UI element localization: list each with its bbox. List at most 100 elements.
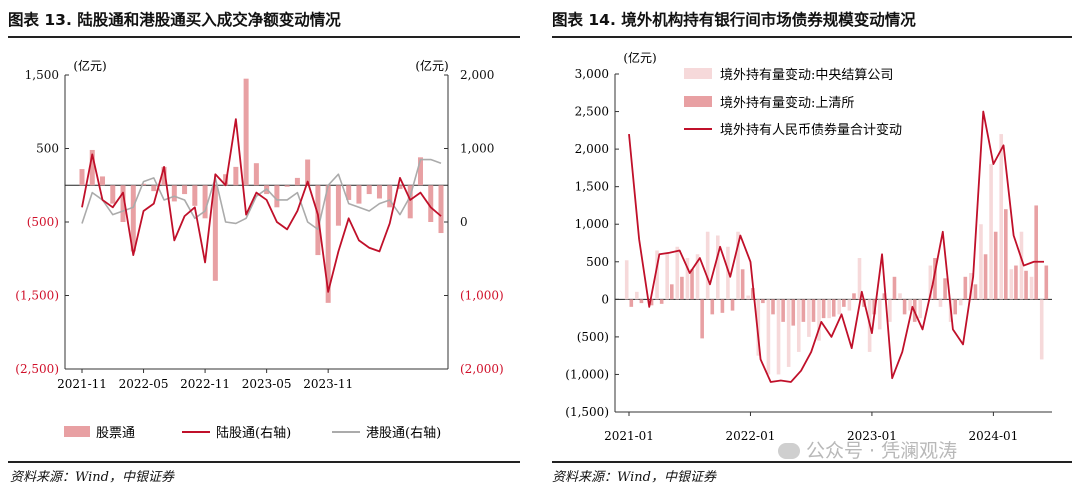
bar-shclearing	[700, 299, 704, 339]
bar-shclearing	[1044, 265, 1049, 300]
x-tick-label: 2022-11	[180, 377, 230, 391]
bar-stock-connect	[253, 163, 259, 186]
legend-label: 港股通(右轴)	[366, 426, 441, 441]
bar-ccdc	[786, 299, 791, 367]
bar-ccdc	[958, 299, 963, 306]
bar-shclearing	[842, 299, 846, 307]
bar-stock-connect	[397, 185, 403, 189]
bar-shclearing	[811, 299, 816, 322]
bar-ccdc	[695, 254, 700, 300]
bar-shclearing	[882, 293, 887, 300]
bar-ccdc	[979, 224, 983, 300]
bar-ccdc	[1039, 299, 1044, 360]
bar-stock-connect	[335, 185, 341, 226]
bar-shclearing	[943, 278, 947, 300]
y-tick-label: 3,000	[575, 67, 609, 81]
bar-ccdc	[817, 299, 821, 341]
x-tick-label: 2022-01	[726, 429, 776, 443]
bar-shclearing	[1004, 209, 1008, 300]
bar-ccdc	[888, 299, 892, 322]
bar-ccdc	[918, 299, 923, 319]
bar-stock-connect	[110, 185, 116, 204]
bar-stock-connect	[120, 185, 126, 222]
bar-shclearing	[892, 276, 897, 300]
bar-stock-connect	[325, 185, 331, 303]
bar-ccdc	[898, 293, 902, 300]
y-tick-label: (1,000)	[565, 367, 609, 381]
right-tick-label: 2,000	[460, 68, 494, 82]
legend-swatch-bar	[684, 96, 712, 107]
legend-label: 境外持有量变动:上清所	[720, 95, 854, 111]
bar-shclearing	[993, 231, 998, 300]
bar-ccdc	[776, 299, 781, 375]
y-tick-label: (500)	[577, 330, 609, 344]
bar-stock-connect	[89, 149, 95, 186]
y-tick-label: 2,500	[575, 105, 609, 119]
bar-stock-connect	[346, 185, 352, 200]
bar-shclearing	[740, 269, 745, 300]
left-tick-label: 1,500	[25, 68, 59, 82]
bar-ccdc	[877, 299, 882, 330]
x-tick-label: 2022-05	[119, 377, 169, 391]
bar-stock-connect	[233, 166, 239, 186]
right-source-note: 资料来源：Wind，中银证券	[552, 470, 716, 485]
bar-stock-connect	[171, 185, 177, 202]
bar-shclearing	[831, 299, 836, 317]
left-tick-label: (2,500)	[15, 362, 59, 376]
bar-ccdc	[655, 250, 659, 300]
bar-shclearing	[1014, 265, 1018, 300]
watermark: 公众号 · 凭澜观涛	[778, 436, 957, 463]
bar-ccdc	[715, 235, 720, 300]
line-total-holdings	[628, 110, 1044, 383]
bar-ccdc	[908, 299, 912, 311]
left-tick-label: (1,500)	[15, 289, 59, 303]
right-title-rule	[552, 36, 1072, 38]
left-title-rule	[8, 36, 520, 38]
bar-stock-connect	[428, 185, 434, 222]
bar-ccdc	[635, 291, 639, 300]
left-tick-label: (500)	[27, 215, 59, 229]
bar-shclearing	[933, 258, 937, 300]
bar-stock-connect	[202, 185, 208, 219]
watermark-text: 公众号 · 凭澜观涛	[806, 440, 958, 462]
y-axis-unit: (亿元)	[623, 50, 656, 65]
bar-ccdc	[989, 164, 993, 300]
bar-shclearing	[1024, 270, 1028, 300]
bar-shclearing	[750, 288, 755, 300]
legend-label: 股票通	[96, 426, 135, 441]
bar-shclearing	[649, 299, 654, 306]
bar-stock-connect	[182, 185, 188, 195]
bar-shclearing	[669, 284, 674, 300]
bar-ccdc	[796, 299, 801, 352]
bar-ccdc	[847, 299, 852, 311]
bar-shclearing	[730, 299, 735, 311]
bar-shclearing	[680, 276, 684, 300]
bar-shclearing	[629, 299, 634, 307]
bar-ccdc	[1029, 276, 1034, 300]
left-axis-unit: (亿元)	[73, 58, 106, 73]
bar-stock-connect	[161, 166, 167, 186]
bar-ccdc	[665, 252, 669, 300]
legend-label: 陆股通(右轴)	[216, 425, 291, 441]
bar-shclearing	[902, 299, 907, 315]
line-northbound	[81, 118, 442, 293]
bar-stock-connect	[79, 169, 85, 186]
bar-stock-connect	[100, 176, 106, 186]
bar-stock-connect	[387, 185, 393, 208]
bar-ccdc	[685, 258, 690, 300]
bar-ccdc	[736, 231, 740, 300]
y-tick-label: (1,500)	[565, 405, 609, 419]
bar-ccdc	[857, 258, 862, 300]
bar-shclearing	[781, 299, 785, 322]
x-tick-label: 2021-11	[57, 377, 107, 391]
bar-ccdc	[756, 299, 761, 356]
right-tick-label: 0	[460, 215, 468, 229]
bar-stock-connect	[192, 185, 198, 206]
bar-stock-connect	[417, 157, 423, 186]
bar-shclearing	[720, 299, 725, 313]
y-tick-label: 2,000	[575, 142, 609, 156]
wechat-icon	[778, 443, 800, 459]
legend-swatch-bar	[684, 68, 712, 79]
bar-ccdc	[807, 299, 811, 337]
